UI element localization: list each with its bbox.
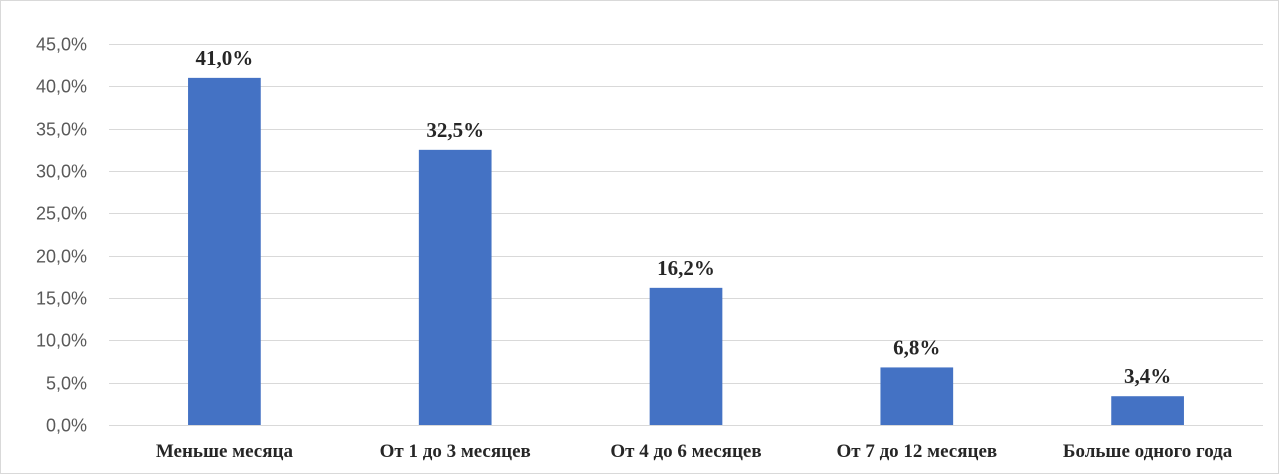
y-tick-label: 5,0% <box>46 374 87 394</box>
bar <box>188 77 261 425</box>
y-tick-label: 20,0% <box>36 247 87 267</box>
data-label: 16,2% <box>657 256 715 280</box>
x-tick-label: От 7 до 12 месяцев <box>836 441 997 462</box>
y-tick-label: 45,0% <box>36 35 87 55</box>
x-tick-label: Больше одного года <box>1063 441 1233 462</box>
bars <box>188 77 1184 426</box>
data-label: 6,8% <box>893 335 940 359</box>
x-tick-label: От 4 до 6 месяцев <box>610 441 761 462</box>
data-label: 41,0% <box>196 46 254 70</box>
data-labels: 41,0% 32,5% 16,2% 6,8% 3,4% <box>196 46 1172 388</box>
bar <box>1111 396 1184 425</box>
y-tick-label: 10,0% <box>36 331 87 351</box>
y-tick-label: 40,0% <box>36 77 87 97</box>
y-tick-label: 15,0% <box>36 289 87 309</box>
y-tick-label: 25,0% <box>36 204 87 224</box>
bar <box>418 149 492 426</box>
gridlines <box>109 44 1263 426</box>
y-tick-label: 35,0% <box>36 120 87 140</box>
data-label: 32,5% <box>426 118 484 142</box>
y-axis-ticks: 0,0% 5,0% 10,0% 15,0% 20,0% 25,0% 30,0% 35,0% 40… <box>36 35 87 436</box>
bar <box>880 367 954 425</box>
bar <box>649 287 723 425</box>
y-tick-label: 30,0% <box>36 162 87 182</box>
y-tick-label: 0,0% <box>46 416 87 436</box>
data-label: 3,4% <box>1124 364 1171 388</box>
x-tick-label: От 1 до 3 месяцев <box>380 441 531 462</box>
x-tick-label: Меньше месяца <box>156 441 294 462</box>
x-axis-ticks: Меньше месяца От 1 до 3 месяцев От 4 до 6 … <box>156 441 1233 462</box>
